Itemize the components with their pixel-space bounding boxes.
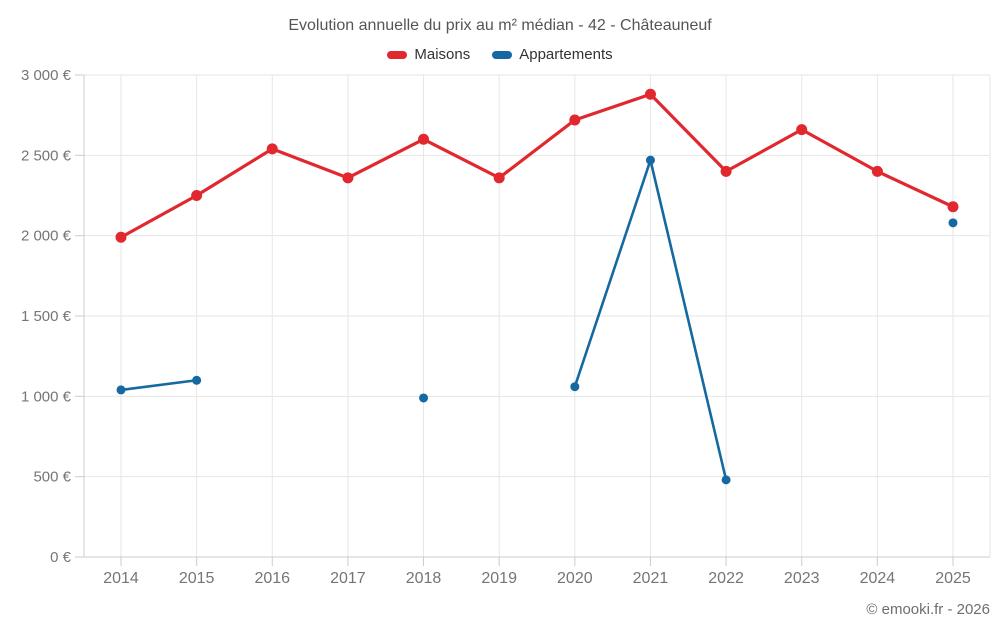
- svg-text:2020: 2020: [557, 570, 593, 587]
- legend: Maisons Appartements: [0, 46, 1000, 63]
- copyright: © emooki.fr - 2026: [866, 601, 990, 618]
- svg-text:0 €: 0 €: [50, 549, 72, 566]
- chart-title: Evolution annuelle du prix au m² médian …: [288, 17, 712, 34]
- svg-text:2019: 2019: [481, 570, 517, 587]
- svg-text:3 000 €: 3 000 €: [21, 67, 72, 84]
- legend-label-appartements: Appartements: [519, 46, 613, 63]
- maisons-swatch: [387, 50, 408, 59]
- svg-text:2023: 2023: [784, 570, 820, 587]
- svg-text:500 €: 500 €: [33, 469, 71, 486]
- svg-text:2021: 2021: [633, 570, 669, 587]
- svg-text:1 000 €: 1 000 €: [21, 388, 72, 405]
- svg-text:2 000 €: 2 000 €: [21, 228, 72, 245]
- svg-text:2024: 2024: [860, 570, 896, 587]
- legend-item-appartements[interactable]: Appartements: [492, 46, 613, 63]
- svg-text:1 500 €: 1 500 €: [21, 308, 72, 325]
- svg-text:2025: 2025: [935, 570, 971, 587]
- svg-text:2 500 €: 2 500 €: [21, 147, 72, 164]
- svg-text:2022: 2022: [708, 570, 744, 587]
- svg-text:2015: 2015: [179, 570, 215, 587]
- svg-text:2014: 2014: [103, 570, 139, 587]
- appartements-swatch: [492, 50, 513, 59]
- svg-text:2017: 2017: [330, 570, 366, 587]
- legend-item-maisons[interactable]: Maisons: [387, 46, 470, 63]
- svg-text:2016: 2016: [254, 570, 290, 587]
- svg-text:2018: 2018: [406, 570, 442, 587]
- legend-label-maisons: Maisons: [414, 46, 471, 63]
